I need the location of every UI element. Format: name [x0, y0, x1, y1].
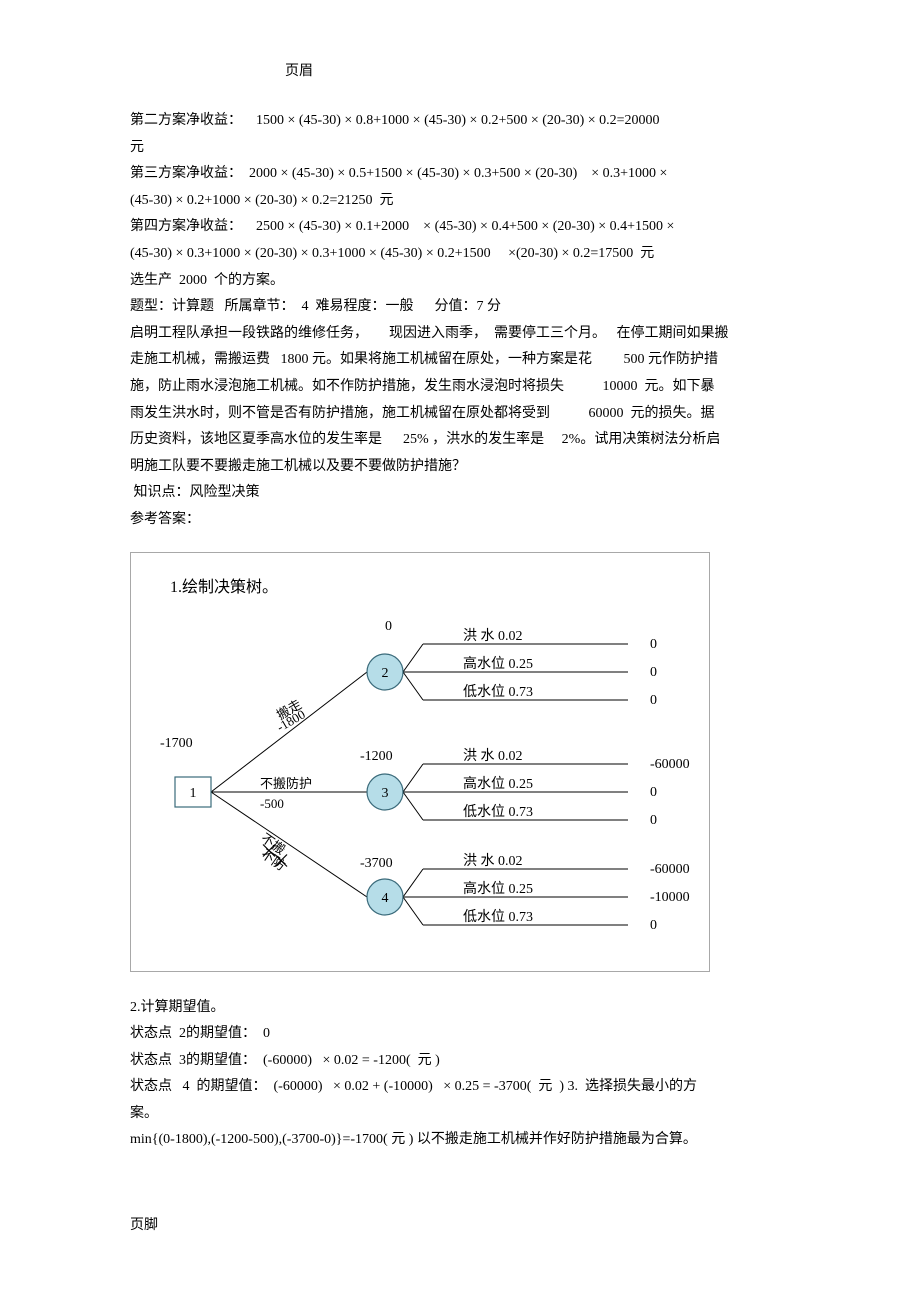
svg-text:洪 水 0.02: 洪 水 0.02	[463, 853, 523, 869]
svg-text:1.绘制决策树。: 1.绘制决策树。	[170, 578, 278, 596]
svg-text:高水位 0.25: 高水位 0.25	[463, 655, 533, 672]
page-footer: 页脚	[130, 1214, 790, 1234]
svg-text:4: 4	[382, 891, 389, 906]
svg-text:0: 0	[650, 693, 657, 708]
svg-text:1: 1	[190, 786, 197, 801]
svg-text:0: 0	[650, 637, 657, 652]
svg-text:-1200: -1200	[360, 749, 393, 764]
svg-text:0: 0	[650, 665, 657, 680]
svg-text:0: 0	[650, 813, 657, 828]
svg-text:-60000: -60000	[650, 862, 690, 877]
decision-tree-svg: 1.绘制决策树。搬走-1800不搬防护-500不搬不防洪 水 0.020高水位 …	[130, 552, 710, 972]
svg-text:低水位 0.73: 低水位 0.73	[463, 684, 533, 700]
paragraph-2: 2.计算期望值。 状态点 2的期望值： 0 状态点 3的期望值： (-60000…	[130, 995, 790, 1155]
svg-text:0: 0	[650, 785, 657, 800]
page-header: 页眉	[285, 60, 790, 80]
svg-text:0: 0	[385, 619, 392, 634]
svg-text:低水位 0.73: 低水位 0.73	[463, 804, 533, 820]
decision-tree-diagram: 1.绘制决策树。搬走-1800不搬防护-500不搬不防洪 水 0.020高水位 …	[130, 552, 790, 977]
svg-text:-500: -500	[260, 796, 284, 811]
svg-text:-10000: -10000	[650, 890, 690, 905]
svg-text:3: 3	[382, 786, 389, 801]
svg-text:洪 水 0.02: 洪 水 0.02	[463, 748, 523, 764]
svg-text:不搬防护: 不搬防护	[260, 776, 312, 791]
svg-text:-3700: -3700	[360, 856, 393, 871]
svg-text:高水位 0.25: 高水位 0.25	[463, 775, 533, 792]
svg-text:高水位 0.25: 高水位 0.25	[463, 880, 533, 897]
svg-text:2: 2	[382, 666, 389, 681]
paragraph-1: 第二方案净收益： 1500 × (45-30) × 0.8+1000 × (45…	[130, 108, 790, 534]
svg-text:0: 0	[650, 918, 657, 933]
svg-text:-60000: -60000	[650, 757, 690, 772]
svg-text:-1700: -1700	[160, 736, 193, 751]
svg-text:低水位 0.73: 低水位 0.73	[463, 909, 533, 925]
svg-text:洪 水 0.02: 洪 水 0.02	[463, 628, 523, 644]
